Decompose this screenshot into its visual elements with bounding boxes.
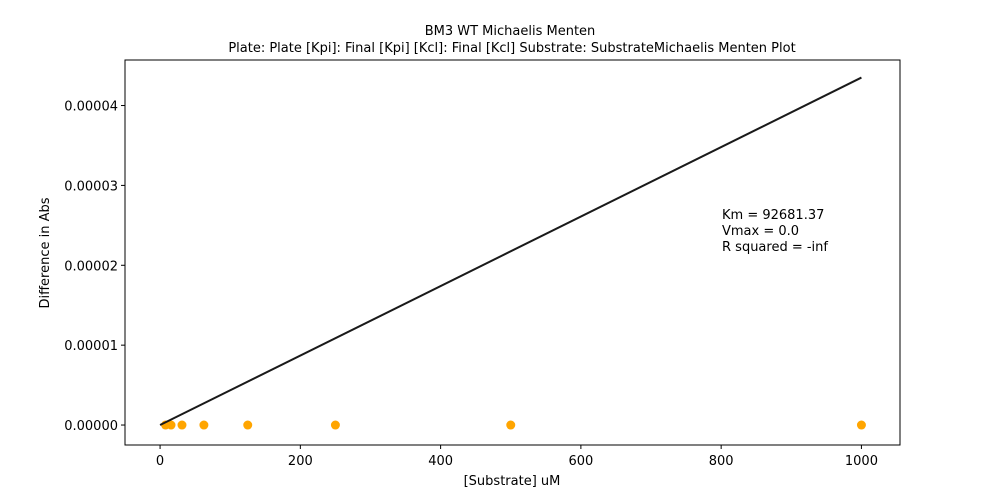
y-tick-label: 0.00001 [64, 339, 118, 354]
y-axis-ticks: 0.00000 0.00001 0.00002 0.00003 0.00004 [64, 100, 125, 434]
plot-frame [124, 59, 901, 446]
data-point [199, 420, 209, 430]
y-axis-label: Difference in Abs [38, 197, 53, 308]
x-tick-label: 1000 [845, 454, 878, 469]
fit-line [159, 76, 862, 426]
y-tick-label: 0.00002 [64, 259, 118, 274]
data-point [177, 420, 187, 430]
data-point [856, 420, 866, 430]
y-tick-label: 0.00004 [64, 100, 118, 115]
fit-annotation: Km = 92681.37 Vmax = 0.0 R squared = -in… [722, 208, 828, 255]
r-squared-annotation: R squared = -inf [722, 240, 828, 255]
y-tick-label: 0.00000 [64, 419, 118, 434]
plot-area [159, 76, 866, 430]
x-tick-label: 0 [156, 454, 164, 469]
chart-subtitle: Plate: Plate [Kpi]: Final [Kpi] [Kcl]: F… [228, 41, 795, 56]
x-tick-label: 400 [428, 454, 453, 469]
data-point [166, 420, 176, 430]
x-axis-ticks: 0 200 400 600 800 1000 [156, 445, 878, 469]
chart-title: BM3 WT Michaelis Menten [425, 24, 596, 39]
data-point [243, 420, 253, 430]
x-tick-label: 800 [709, 454, 734, 469]
data-point [506, 420, 516, 430]
y-tick-label: 0.00003 [64, 179, 118, 194]
km-annotation: Km = 92681.37 [722, 208, 824, 223]
x-axis-label: [Substrate] uM [464, 474, 561, 489]
vmax-annotation: Vmax = 0.0 [722, 224, 799, 239]
x-tick-label: 600 [568, 454, 593, 469]
x-tick-label: 200 [288, 454, 313, 469]
data-point [330, 420, 340, 430]
